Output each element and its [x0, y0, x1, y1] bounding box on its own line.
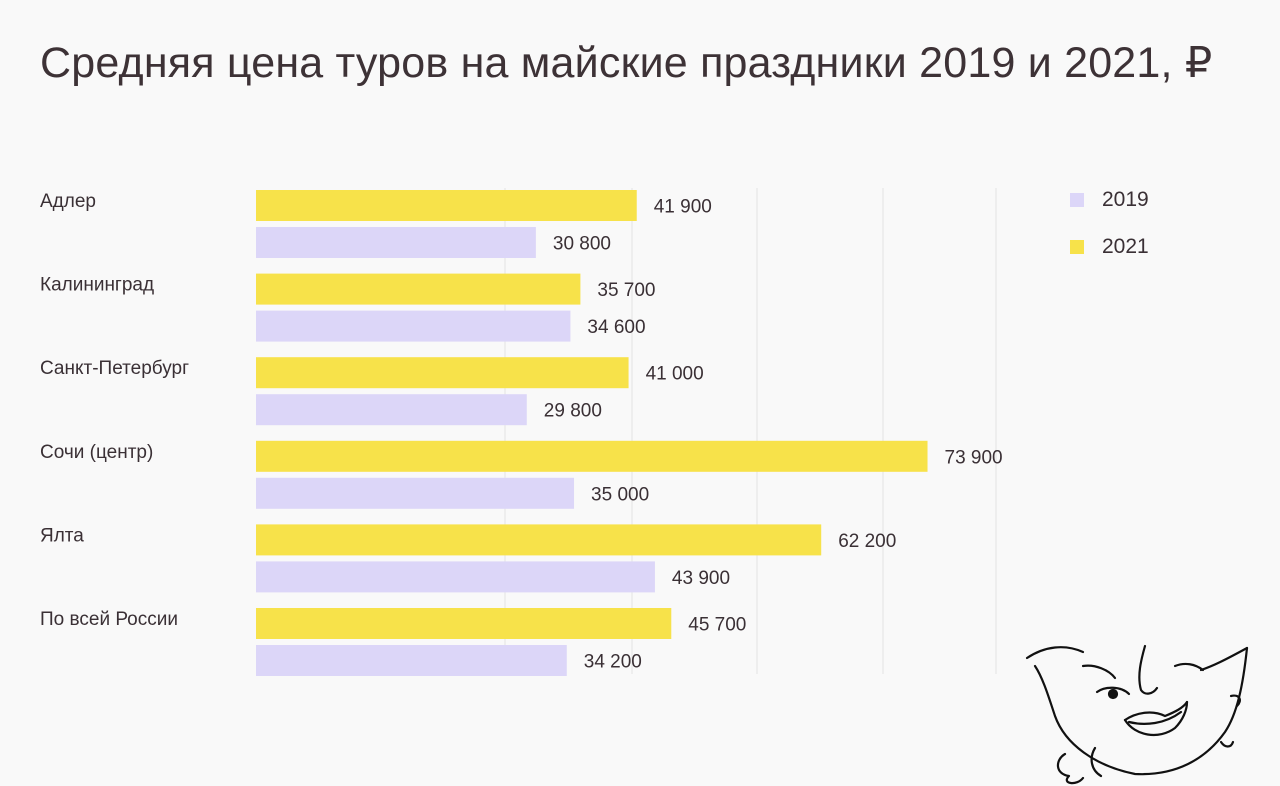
value-label-2021-3: 73 900 [945, 447, 1003, 468]
legend-label-2019: 2019 [1102, 188, 1149, 211]
legend-label-2021: 2021 [1102, 235, 1149, 258]
bar-2019-2 [256, 394, 527, 426]
value-label-2019-2: 29 800 [544, 401, 602, 422]
bar-2019-0 [256, 227, 536, 258]
value-label-2019-5: 34 200 [584, 652, 642, 673]
value-label-2019-1: 34 600 [587, 317, 645, 338]
bar-2021-1 [256, 273, 581, 305]
bar-2021-2 [256, 357, 629, 389]
category-label-2: Санкт-Петербург [40, 358, 189, 379]
value-label-2019-3: 35 000 [591, 484, 649, 505]
bar-2019-3 [256, 477, 575, 509]
category-label-3: Сочи (центр) [40, 442, 153, 463]
category-label-1: Калининград [40, 275, 154, 296]
face-doodle-icon [1025, 644, 1249, 785]
value-label-2019-0: 30 800 [553, 234, 611, 255]
bar-2021-3 [256, 440, 928, 472]
value-label-2021-5: 45 700 [688, 615, 746, 636]
value-label-2021-2: 41 000 [646, 364, 704, 385]
bar-2019-5 [256, 645, 567, 676]
value-label-2021-0: 41 900 [654, 197, 712, 218]
chart-title: Средняя цена туров на майские праздники … [40, 39, 1213, 87]
value-label-2021-1: 35 700 [597, 280, 655, 301]
bar-2019-1 [256, 310, 571, 342]
value-label-2021-4: 62 200 [838, 531, 896, 552]
category-label-0: Адлер [40, 191, 96, 212]
category-label-4: Ялта [40, 525, 84, 546]
category-label-5: По всей России [40, 609, 178, 630]
value-label-2019-4: 43 900 [672, 568, 730, 589]
bar-2019-4 [256, 561, 655, 593]
bar-2021-4 [256, 524, 822, 556]
bar-2021-5 [256, 608, 672, 639]
bar-2021-0 [256, 190, 637, 221]
legend-swatch-2019 [1070, 193, 1084, 207]
legend-swatch-2021 [1070, 240, 1084, 254]
